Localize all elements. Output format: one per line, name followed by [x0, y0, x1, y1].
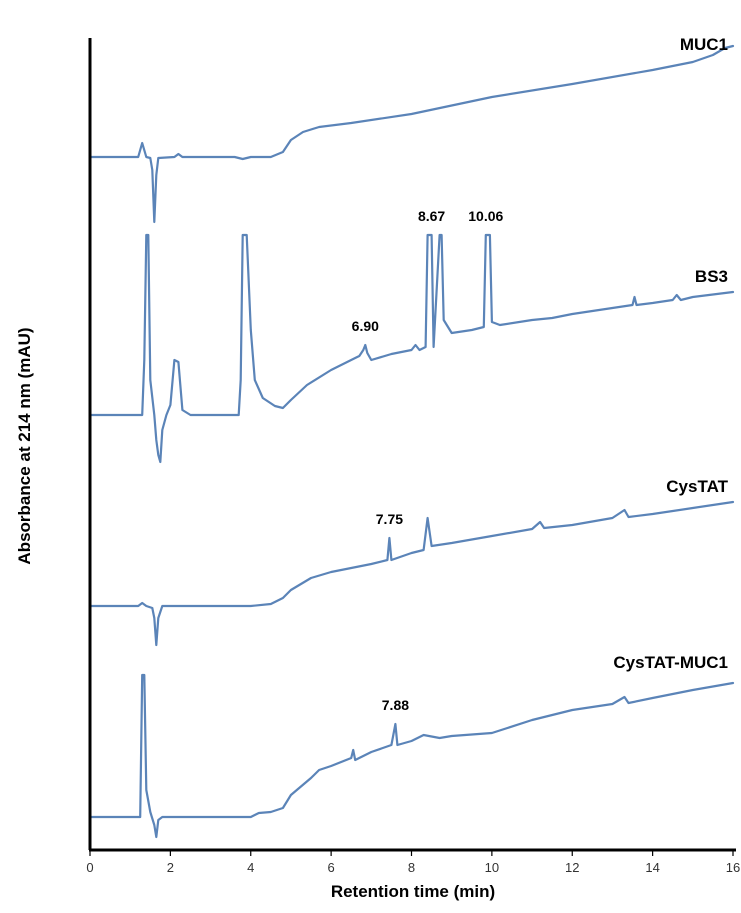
x-tick-label-14: 14 [645, 860, 659, 875]
x-tick-label-10: 10 [485, 860, 499, 875]
series-label-bs3: BS3 [695, 267, 728, 286]
y-axis-title: Absorbance at 214 nm (mAU) [15, 327, 34, 564]
peak-label-cystat-7-75: 7.75 [376, 511, 403, 527]
peak-label-bs3-8-67: 8.67 [418, 208, 445, 224]
x-axis-ticks: 0 2 4 6 8 10 12 14 16 [86, 850, 740, 875]
trace-cystat-muc1 [88, 673, 735, 839]
trace-muc1 [88, 44, 735, 224]
series-labels: MUC1 BS3 CysTAT CysTAT-MUC1 [613, 35, 728, 672]
x-tick-label-16: 16 [726, 860, 740, 875]
x-tick-label-12: 12 [565, 860, 579, 875]
series-label-muc1: MUC1 [680, 35, 728, 54]
x-tick-label-2: 2 [167, 860, 174, 875]
series-label-cystat-muc1: CysTAT-MUC1 [613, 653, 728, 672]
trace-bs3 [88, 233, 735, 464]
x-tick-label-0: 0 [86, 860, 93, 875]
x-tick-label-8: 8 [408, 860, 415, 875]
trace-cystat [88, 500, 735, 647]
x-axis-title: Retention time (min) [331, 882, 495, 901]
chromatogram-traces [88, 44, 735, 839]
peak-label-cystat-muc1-7-88: 7.88 [382, 697, 409, 713]
x-tick-label-6: 6 [328, 860, 335, 875]
peak-label-bs3-6-90: 6.90 [352, 318, 379, 334]
series-label-cystat: CysTAT [666, 477, 728, 496]
peak-labels: 6.90 8.67 10.06 7.75 7.88 [352, 208, 504, 713]
x-tick-label-4: 4 [247, 860, 254, 875]
peak-label-bs3-10-06: 10.06 [468, 208, 503, 224]
